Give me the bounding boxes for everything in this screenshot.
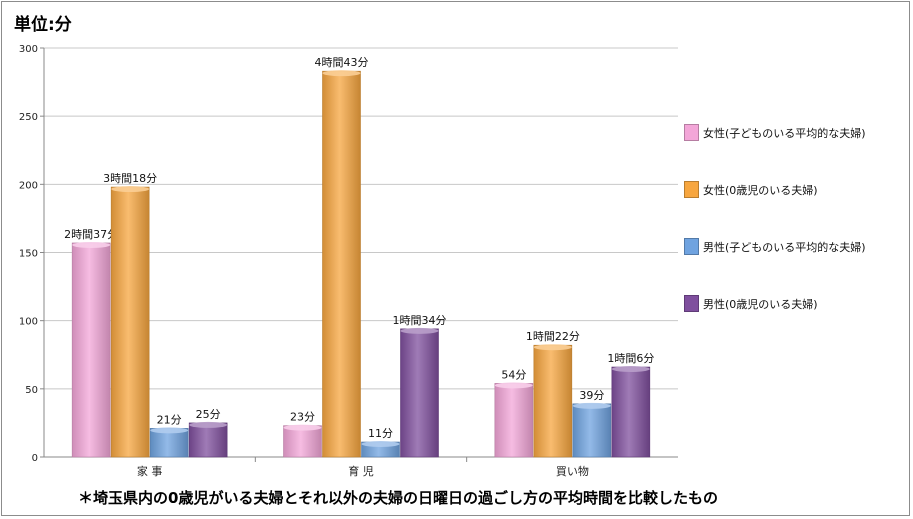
data-label: 3時間18分 bbox=[103, 172, 157, 185]
bar-top-highlight bbox=[400, 327, 439, 334]
y-tick-label: 250 bbox=[19, 112, 38, 123]
data-label: 1時間22分 bbox=[526, 330, 580, 343]
y-tick-label: 300 bbox=[19, 44, 38, 55]
bar bbox=[322, 70, 361, 458]
unit-label: 単位:分 bbox=[14, 15, 72, 35]
data-label: 54分 bbox=[501, 368, 526, 381]
data-label: 23分 bbox=[290, 411, 315, 424]
bar-top-highlight bbox=[283, 424, 322, 431]
data-label: 1時間6分 bbox=[607, 352, 654, 365]
footnote: ＊埼玉県内の0歳児がいる夫婦とそれ以外の夫婦の日曜日の過ごし方の平均時間を比較し… bbox=[78, 489, 718, 507]
bar-top-highlight bbox=[322, 70, 361, 77]
bar-top-highlight bbox=[361, 441, 400, 448]
legend-item: 男性(子どものいる平均的な夫婦) bbox=[684, 238, 866, 255]
data-label: 25分 bbox=[196, 408, 221, 421]
legend-item: 女性(0歳児のいる夫婦) bbox=[684, 181, 818, 198]
data-label: 39分 bbox=[579, 389, 604, 402]
y-tick-label: 200 bbox=[19, 180, 38, 191]
y-tick-label: 50 bbox=[25, 385, 38, 396]
bar-top-highlight bbox=[72, 241, 111, 248]
legend-swatch bbox=[684, 295, 699, 312]
y-tick-label: 0 bbox=[32, 453, 38, 464]
bar-top-highlight bbox=[150, 427, 189, 434]
bar-top-highlight bbox=[533, 344, 572, 351]
legend-label: 男性(0歳児のいる夫婦) bbox=[703, 297, 818, 311]
bar bbox=[533, 344, 573, 458]
bar bbox=[400, 328, 439, 458]
bar bbox=[188, 422, 228, 458]
bar-top-highlight bbox=[572, 402, 611, 409]
legend-label: 女性(0歳児のいる夫婦) bbox=[703, 183, 818, 197]
bar bbox=[611, 366, 651, 458]
bar bbox=[283, 425, 322, 458]
bar-top-highlight bbox=[189, 421, 228, 428]
y-tick-label: 100 bbox=[19, 317, 38, 328]
bar bbox=[572, 403, 612, 458]
legend-label: 男性(子どものいる平均的な夫婦) bbox=[703, 240, 866, 254]
data-label: 1時間34分 bbox=[393, 314, 447, 327]
x-category-label: 家 事 bbox=[137, 464, 163, 478]
bar bbox=[494, 383, 534, 458]
legend-item: 女性(子どものいる平均的な夫婦) bbox=[684, 124, 866, 141]
data-label: 2時間37分 bbox=[64, 228, 118, 241]
data-label: 21分 bbox=[157, 413, 182, 426]
data-label: 11分 bbox=[368, 427, 393, 440]
legend-swatch bbox=[684, 181, 699, 198]
bar-top-highlight bbox=[494, 382, 533, 389]
data-label: 4時間43分 bbox=[315, 56, 369, 69]
bar bbox=[149, 428, 189, 458]
x-category-label: 育 児 bbox=[348, 464, 374, 478]
bar-top-highlight bbox=[611, 366, 650, 373]
bar bbox=[71, 242, 111, 458]
bar-top-highlight bbox=[111, 186, 150, 193]
legend-swatch bbox=[684, 238, 699, 255]
x-category-label: 買い物 bbox=[556, 464, 589, 478]
legend-swatch bbox=[684, 124, 699, 141]
y-tick-label: 150 bbox=[19, 249, 38, 260]
bar bbox=[110, 186, 150, 458]
legend-item: 男性(0歳児のいる夫婦) bbox=[684, 295, 818, 312]
legend-label: 女性(子どものいる平均的な夫婦) bbox=[703, 126, 866, 140]
